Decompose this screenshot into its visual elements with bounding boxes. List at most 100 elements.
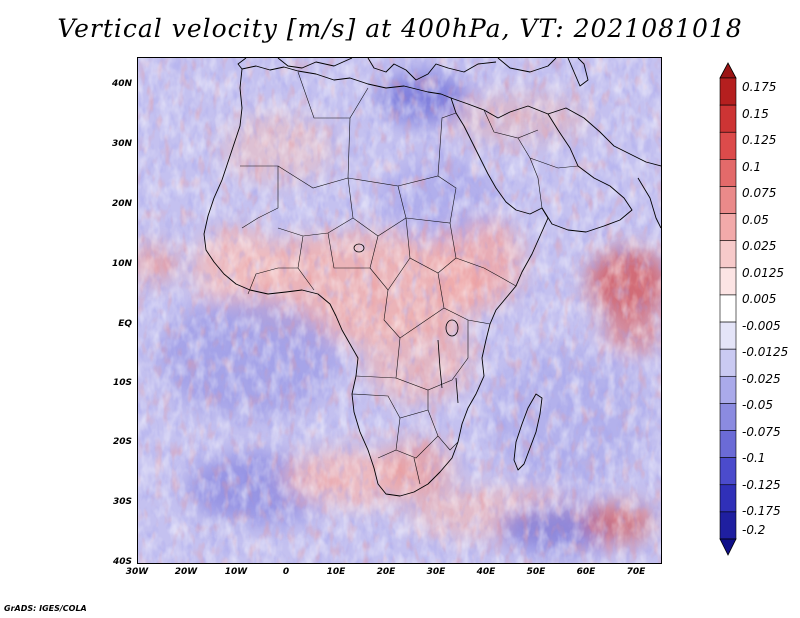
map-panel: [137, 57, 662, 564]
colorbar: [719, 62, 737, 556]
colorbar-label: -0.005: [742, 319, 781, 333]
lon-label-20W: 20W: [174, 567, 198, 577]
colorbar-label: -0.075: [742, 425, 781, 439]
lat-label-30N: 30N: [111, 139, 132, 149]
caspian-coast: [567, 58, 589, 87]
border-23: [483, 109, 539, 139]
colorbar-label: 0.0125: [742, 266, 784, 280]
colorbar-bottom-arrow: [719, 538, 737, 556]
colorbar-label: -0.025: [742, 372, 781, 386]
colorbar-label: -0.2: [742, 523, 766, 537]
colorbar-cells: [719, 77, 737, 540]
black-sea-coast: [497, 58, 557, 73]
lat-label-30S: 30S: [112, 497, 132, 507]
colorbar-label: -0.05: [742, 398, 774, 412]
border-16: [355, 375, 397, 379]
lon-label-30E: 30E: [426, 567, 446, 577]
lon-label-20E: 20E: [376, 567, 396, 577]
colorbar-cell: [719, 321, 737, 350]
lon-label-60E: 60E: [576, 567, 596, 577]
colorbar-cell: [719, 240, 737, 269]
velocity-map: [138, 58, 661, 563]
colorbar-label: -0.0125: [742, 345, 789, 359]
colorbar-label: 0.025: [742, 239, 777, 253]
colorbar-cell: [719, 511, 737, 540]
border-15: [395, 320, 469, 391]
colorbar-cell: [719, 457, 737, 486]
border-10: [327, 232, 370, 269]
border-4: [397, 175, 457, 224]
lon-label-0: 0: [282, 567, 290, 577]
lon-label-50E: 50E: [526, 567, 546, 577]
colorbar-cell: [719, 267, 737, 296]
india-coast: [637, 177, 661, 229]
lat-label-20S: 20S: [112, 437, 132, 447]
lon-label-10W: 10W: [224, 567, 248, 577]
lon-label-40E: 40E: [476, 567, 496, 577]
madagascar-coast: [513, 393, 543, 471]
border-9: [369, 235, 411, 291]
border-5: [437, 112, 457, 177]
lake-malawi: [455, 377, 459, 404]
iberia-coast: [237, 58, 247, 70]
colorbar-label: -0.175: [742, 504, 781, 518]
europe-coast: [277, 58, 353, 69]
chart-title: Vertical velocity [m/s] at 400hPa, VT: 2…: [57, 14, 743, 43]
border-13: [437, 272, 491, 325]
border-1: [240, 165, 279, 229]
border-22: [529, 157, 543, 209]
colorbar-label: -0.125: [742, 478, 781, 492]
lake-chad: [353, 243, 365, 253]
colorbar-cell: [719, 131, 737, 160]
lon-label-70E: 70E: [626, 567, 646, 577]
colorbar-label: 0.005: [742, 292, 777, 306]
lat-label-20N: 20N: [111, 199, 132, 209]
border-14: [383, 289, 445, 339]
colorbar-cell: [719, 213, 737, 242]
africa-coast: [203, 65, 549, 497]
border-25: [247, 267, 298, 295]
colorbar-top-arrow: [719, 62, 737, 79]
border-20: [395, 435, 439, 459]
colorbar-cell: [719, 403, 737, 431]
colorbar-cell: [719, 375, 737, 404]
border-19: [427, 409, 459, 451]
colorbar-cell: [719, 430, 737, 458]
lat-label-40N: 40N: [111, 79, 132, 89]
colorbar-label: 0.05: [742, 213, 769, 227]
colorbar-label: 0.15: [742, 107, 769, 121]
colorbar-cell: [719, 484, 737, 513]
lat-label-10S: 10S: [112, 378, 132, 388]
colorbar-cell: [719, 104, 737, 133]
lakes: [353, 243, 459, 404]
lake-victoria: [445, 319, 459, 337]
balkans-coast: [367, 58, 497, 81]
lat-label-40S: 40S: [112, 557, 132, 567]
arabia-coast: [450, 97, 633, 233]
lon-label-30W: 30W: [125, 567, 149, 577]
field-texture-white: [138, 58, 661, 563]
credit-text: GrADS: IGES/COLA: [4, 604, 87, 613]
colorbar-label: 0.125: [742, 133, 777, 147]
coastlines: [203, 58, 661, 497]
lake-tanganyika: [437, 339, 443, 389]
colorbar-cell: [719, 186, 737, 214]
colorbar-label: 0.1: [742, 160, 762, 174]
colorbar-cell: [719, 348, 737, 377]
lat-label-10N: 10N: [111, 259, 132, 269]
border-21: [413, 457, 421, 485]
colorbar-cell: [719, 77, 737, 106]
colorbar-cell: [719, 294, 737, 323]
colorbar-label: 0.175: [742, 80, 777, 94]
colorbar-label: -0.1: [742, 451, 766, 465]
border-12: [455, 257, 517, 287]
lat-label-EQ: EQ: [118, 319, 132, 329]
colorbar-cell: [719, 159, 737, 187]
border-7: [297, 71, 350, 119]
country-borders: [240, 71, 579, 485]
iran-coast: [547, 107, 661, 167]
colorbar-label: 0.075: [742, 186, 777, 200]
border-24: [517, 137, 579, 169]
lon-label-10E: 10E: [326, 567, 346, 577]
